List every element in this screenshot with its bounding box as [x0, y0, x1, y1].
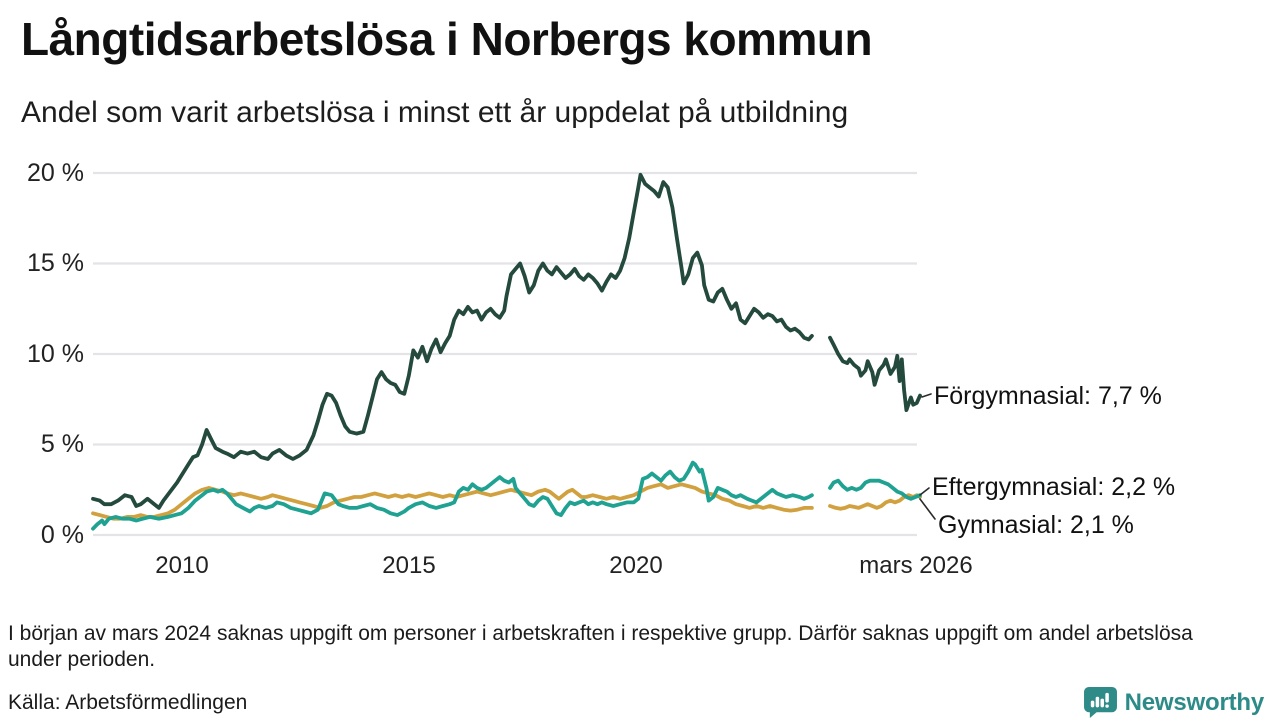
y-axis-tick-label: 0 %: [40, 521, 84, 549]
x-axis-tick-label: 2015: [382, 552, 436, 579]
x-axis-tick-label: 2020: [609, 552, 663, 579]
y-axis-tick-label: 20 %: [27, 159, 84, 187]
newsworthy-logo-text: Newsworthy: [1124, 688, 1265, 716]
newsworthy-logo[interactable]: Newsworthy: [1083, 687, 1265, 718]
series-end-label-forgymnasial: Förgymnasial: 7,7 %: [934, 382, 1162, 410]
footnote: I början av mars 2024 saknas uppgift om …: [8, 622, 1193, 671]
chart-subtitle: Andel som varit arbetslösa i minst ett å…: [21, 96, 849, 129]
x-axis-tick-label: mars 2026: [859, 552, 973, 579]
x-axis-tick-label: 2010: [155, 552, 209, 579]
source-note: Källa: Arbetsförmedlingen: [8, 691, 248, 714]
newsworthy-logo-icon: [1083, 687, 1117, 718]
series-end-label-gymnasial: Gymnasial: 2,1 %: [938, 511, 1134, 539]
y-axis-tick-label: 10 %: [27, 340, 84, 368]
page-title: Långtidsarbetslösa i Norbergs kommun: [21, 13, 873, 65]
series-end-label-eftergymnasial: Eftergymnasial: 2,2 %: [932, 473, 1176, 501]
y-axis-tick-label: 5 %: [40, 430, 84, 458]
y-axis-tick-label: 15 %: [27, 249, 84, 277]
